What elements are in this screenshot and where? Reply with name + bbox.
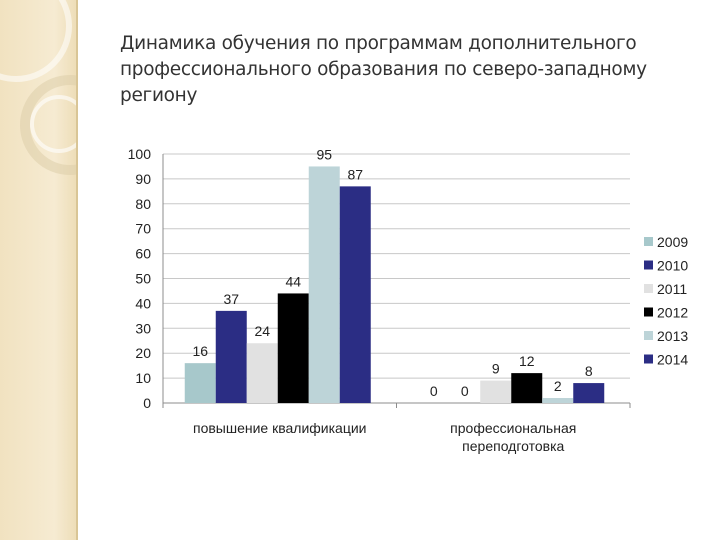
data-label-2009: 0 bbox=[430, 383, 438, 399]
legend-swatch-2014 bbox=[644, 354, 653, 364]
legend-label-2014: 2014 bbox=[657, 352, 688, 368]
data-label-2014: 87 bbox=[347, 166, 363, 182]
data-label-2012: 44 bbox=[285, 273, 301, 289]
decorative-circle bbox=[20, 75, 78, 175]
y-tick-label: 60 bbox=[135, 246, 151, 262]
bars bbox=[184, 166, 605, 403]
legend-swatch-2009 bbox=[644, 237, 653, 246]
decorative-side-strip bbox=[0, 0, 78, 540]
legend-swatch-2012 bbox=[644, 307, 653, 317]
category-label: повышение квалификации bbox=[193, 420, 367, 436]
bar-2010 bbox=[215, 310, 247, 403]
data-label-2011: 24 bbox=[254, 323, 270, 339]
data-label-2009: 16 bbox=[192, 343, 208, 359]
decorative-circle bbox=[30, 95, 78, 153]
y-tick-label: 90 bbox=[135, 171, 151, 187]
legend-label-2010: 2010 bbox=[657, 258, 688, 274]
legend-label-2011: 2011 bbox=[657, 281, 687, 297]
bar-2011 bbox=[480, 380, 512, 403]
legend-swatch-2010 bbox=[644, 260, 653, 270]
data-label-2014: 8 bbox=[585, 363, 593, 379]
legend-label-2012: 2012 bbox=[657, 305, 688, 321]
legend-label-2013: 2013 bbox=[657, 328, 688, 344]
category-label: профессиональная bbox=[450, 420, 576, 436]
data-label-2012: 12 bbox=[519, 353, 535, 369]
data-label-2010: 0 bbox=[461, 383, 469, 399]
legend: 2009 2010 2011 2012 2013 2014 bbox=[644, 234, 688, 368]
bar-2012 bbox=[511, 373, 543, 403]
y-tick-label: 40 bbox=[135, 295, 151, 311]
category-label: переподготовка bbox=[462, 438, 564, 454]
legend-swatch-2013 bbox=[644, 331, 653, 340]
bar-2012 bbox=[277, 293, 309, 403]
category-labels: повышение квалификации профессиональная пе… bbox=[193, 420, 576, 454]
bar-2013 bbox=[308, 166, 340, 403]
bar-2009 bbox=[184, 363, 216, 403]
y-tick-label: 80 bbox=[135, 196, 151, 212]
y-tick-label: 0 bbox=[143, 395, 151, 411]
data-label-2010: 37 bbox=[223, 291, 239, 307]
data-label-2013: 2 bbox=[554, 378, 562, 394]
y-tick-label: 50 bbox=[135, 271, 151, 287]
bar-2011 bbox=[246, 343, 278, 403]
y-tick-label: 10 bbox=[135, 370, 151, 386]
slide-title: Динамика обучения по программам дополнит… bbox=[120, 33, 647, 106]
legend-label-2009: 2009 bbox=[657, 234, 688, 250]
y-tick-label: 30 bbox=[135, 320, 151, 336]
legend-swatch-2011 bbox=[644, 284, 653, 293]
bar-2013 bbox=[542, 398, 574, 403]
data-label-2013: 95 bbox=[316, 146, 332, 162]
y-tick-label: 100 bbox=[128, 146, 152, 162]
y-tick-label: 20 bbox=[135, 345, 151, 361]
bar-2014 bbox=[339, 186, 371, 403]
y-tick-label: 70 bbox=[135, 221, 151, 237]
bar-2014 bbox=[573, 383, 605, 403]
data-labels: 16 37 24 44 95 87 0 0 9 12 2 8 bbox=[192, 146, 592, 399]
data-label-2011: 9 bbox=[492, 361, 500, 377]
strip-edge bbox=[76, 0, 78, 540]
y-axis-ticks: 0 10 20 30 40 50 60 70 80 90 100 bbox=[128, 146, 152, 411]
